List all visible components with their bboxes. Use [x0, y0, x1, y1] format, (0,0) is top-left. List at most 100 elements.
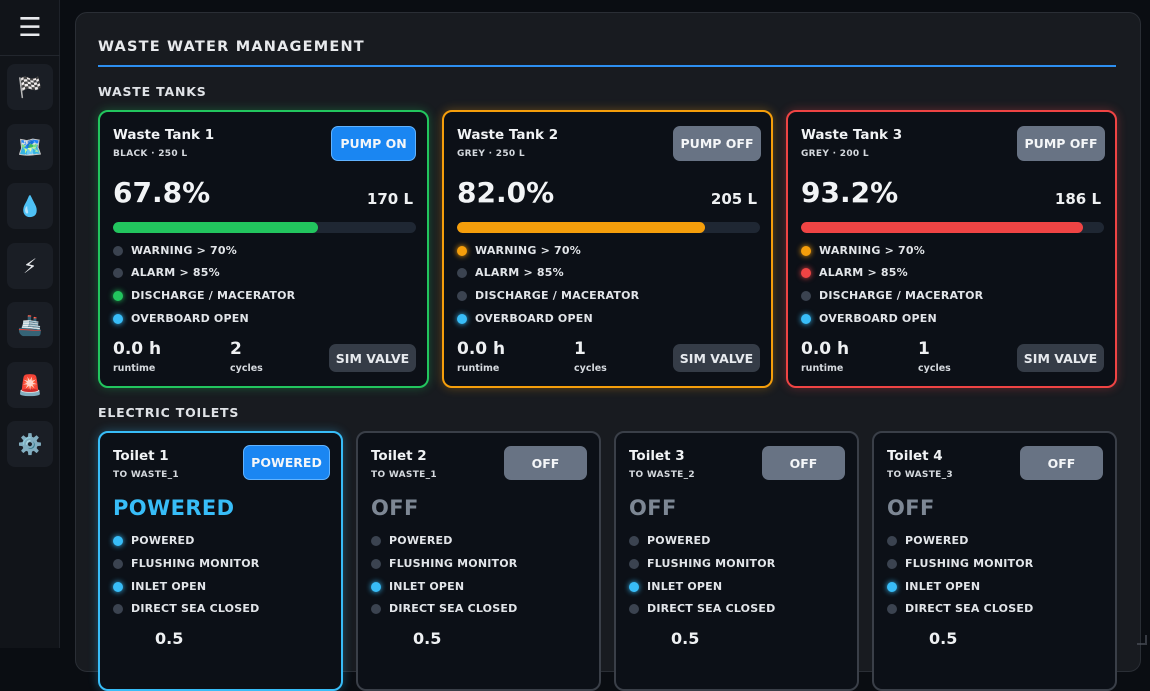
cycles-value: 1: [918, 339, 930, 359]
power-toggle-button[interactable]: OFF: [504, 446, 587, 480]
lightning-icon: ⚡: [23, 254, 37, 278]
indicator-label: INLET OPEN: [389, 580, 464, 593]
sidebar-item-flag[interactable]: 🏁: [7, 64, 53, 110]
indicator-direct-sea: DIRECT SEA CLOSED: [113, 602, 259, 615]
indicator-inlet: INLET OPEN: [887, 580, 980, 593]
toilets-section-title: ELECTRIC TOILETS: [98, 405, 239, 420]
gear-icon: ⚙️: [18, 432, 43, 456]
tank-volume: 205 L: [711, 190, 757, 208]
indicator-label: FLUSHING MONITOR: [389, 557, 517, 570]
status-dot: [371, 582, 381, 592]
flow-value: 0.5: [671, 629, 699, 648]
hamburger-icon[interactable]: ☰: [0, 0, 60, 56]
indicator-flushing: FLUSHING MONITOR: [371, 557, 517, 570]
indicator-powered: POWERED: [371, 534, 453, 547]
status-dot: [629, 536, 639, 546]
indicator-flushing: FLUSHING MONITOR: [887, 557, 1033, 570]
toilet-card: Toilet 1 TO WASTE_1 POWERED POWERED POWE…: [98, 431, 343, 691]
indicator-label: FLUSHING MONITOR: [647, 557, 775, 570]
toilet-state: OFF: [629, 496, 677, 520]
page-title: WASTE WATER MANAGEMENT: [98, 39, 365, 55]
status-dot: [113, 582, 123, 592]
indicator-overboard: OVERBOARD OPEN: [457, 312, 593, 325]
pump-toggle-button[interactable]: PUMP OFF: [1017, 126, 1105, 161]
status-dot: [457, 268, 467, 278]
ship-icon: 🚢: [18, 313, 43, 337]
indicator-label: INLET OPEN: [131, 580, 206, 593]
indicator-discharge: DISCHARGE / MACERATOR: [113, 289, 295, 302]
status-dot: [113, 604, 123, 614]
sim-valve-button[interactable]: SIM VALVE: [673, 344, 760, 372]
indicator-label: ALARM > 85%: [131, 266, 220, 279]
status-dot: [457, 246, 467, 256]
tank-level-bar: [113, 222, 416, 233]
power-toggle-button[interactable]: OFF: [762, 446, 845, 480]
status-dot: [801, 291, 811, 301]
sidebar-item-water[interactable]: 💧: [7, 183, 53, 229]
runtime-value: 0.0 h: [801, 339, 849, 359]
sidebar-item-ship[interactable]: 🚢: [7, 302, 53, 348]
cycles-value: 2: [230, 339, 242, 359]
cycles-label: cycles: [230, 363, 263, 374]
sidebar-item-alarm[interactable]: 🚨: [7, 362, 53, 408]
status-dot: [457, 291, 467, 301]
indicator-direct-sea: DIRECT SEA CLOSED: [887, 602, 1033, 615]
tank-subtitle: GREY · 250 L: [457, 149, 525, 159]
siren-icon: 🚨: [18, 373, 43, 397]
indicator-inlet: INLET OPEN: [113, 580, 206, 593]
toilet-destination: TO WASTE_1: [371, 470, 437, 480]
indicator-label: DISCHARGE / MACERATOR: [475, 289, 639, 302]
sidebar: ☰ 🏁 🗺️ 💧 ⚡ 🚢 🚨 ⚙️: [0, 0, 60, 648]
indicator-label: DIRECT SEA CLOSED: [389, 602, 517, 615]
sim-valve-button[interactable]: SIM VALVE: [329, 344, 416, 372]
toilet-name: Toilet 3: [629, 448, 685, 464]
tank-volume: 170 L: [367, 190, 413, 208]
status-dot: [887, 604, 897, 614]
toilet-state: POWERED: [113, 496, 235, 520]
indicator-label: DISCHARGE / MACERATOR: [131, 289, 295, 302]
indicator-alarm: ALARM > 85%: [113, 266, 220, 279]
status-dot: [457, 314, 467, 324]
status-dot: [629, 604, 639, 614]
indicator-label: POWERED: [131, 534, 195, 547]
toilet-destination: TO WASTE_2: [629, 470, 695, 480]
power-toggle-button[interactable]: OFF: [1020, 446, 1103, 480]
tank-level-bar: [457, 222, 760, 233]
sim-valve-button[interactable]: SIM VALVE: [1017, 344, 1104, 372]
sidebar-item-map[interactable]: 🗺️: [7, 124, 53, 170]
indicator-label: ALARM > 85%: [819, 266, 908, 279]
indicator-label: FLUSHING MONITOR: [905, 557, 1033, 570]
indicator-warning: WARNING > 70%: [457, 244, 581, 257]
indicator-label: DIRECT SEA CLOSED: [647, 602, 775, 615]
indicator-overboard: OVERBOARD OPEN: [801, 312, 937, 325]
status-dot: [113, 559, 123, 569]
toilet-name: Toilet 4: [887, 448, 943, 464]
toilet-destination: TO WASTE_1: [113, 470, 179, 480]
resize-handle[interactable]: [1137, 635, 1147, 645]
status-dot: [113, 246, 123, 256]
indicator-discharge: DISCHARGE / MACERATOR: [801, 289, 983, 302]
power-toggle-button[interactable]: POWERED: [243, 445, 330, 480]
cycles-label: cycles: [918, 363, 951, 374]
indicator-powered: POWERED: [887, 534, 969, 547]
sidebar-item-settings[interactable]: ⚙️: [7, 421, 53, 467]
tank-card: Waste Tank 2 GREY · 250 L PUMP OFF 82.0%…: [442, 110, 773, 388]
runtime-label: runtime: [801, 363, 843, 374]
toilet-card: Toilet 2 TO WASTE_1 OFF OFF POWERED FLUS…: [356, 431, 601, 691]
indicator-label: DIRECT SEA CLOSED: [131, 602, 259, 615]
indicator-direct-sea: DIRECT SEA CLOSED: [371, 602, 517, 615]
toilet-destination: TO WASTE_3: [887, 470, 953, 480]
status-dot: [887, 582, 897, 592]
pump-toggle-button[interactable]: PUMP OFF: [673, 126, 761, 161]
indicator-label: WARNING > 70%: [475, 244, 581, 257]
runtime-label: runtime: [113, 363, 155, 374]
status-dot: [371, 536, 381, 546]
sidebar-item-power[interactable]: ⚡: [7, 243, 53, 289]
indicator-flushing: FLUSHING MONITOR: [113, 557, 259, 570]
indicator-label: POWERED: [905, 534, 969, 547]
toilet-state: OFF: [887, 496, 935, 520]
pump-toggle-button[interactable]: PUMP ON: [331, 126, 416, 161]
tank-name: Waste Tank 2: [457, 127, 558, 143]
toilet-name: Toilet 1: [113, 448, 169, 464]
toilet-state: OFF: [371, 496, 419, 520]
